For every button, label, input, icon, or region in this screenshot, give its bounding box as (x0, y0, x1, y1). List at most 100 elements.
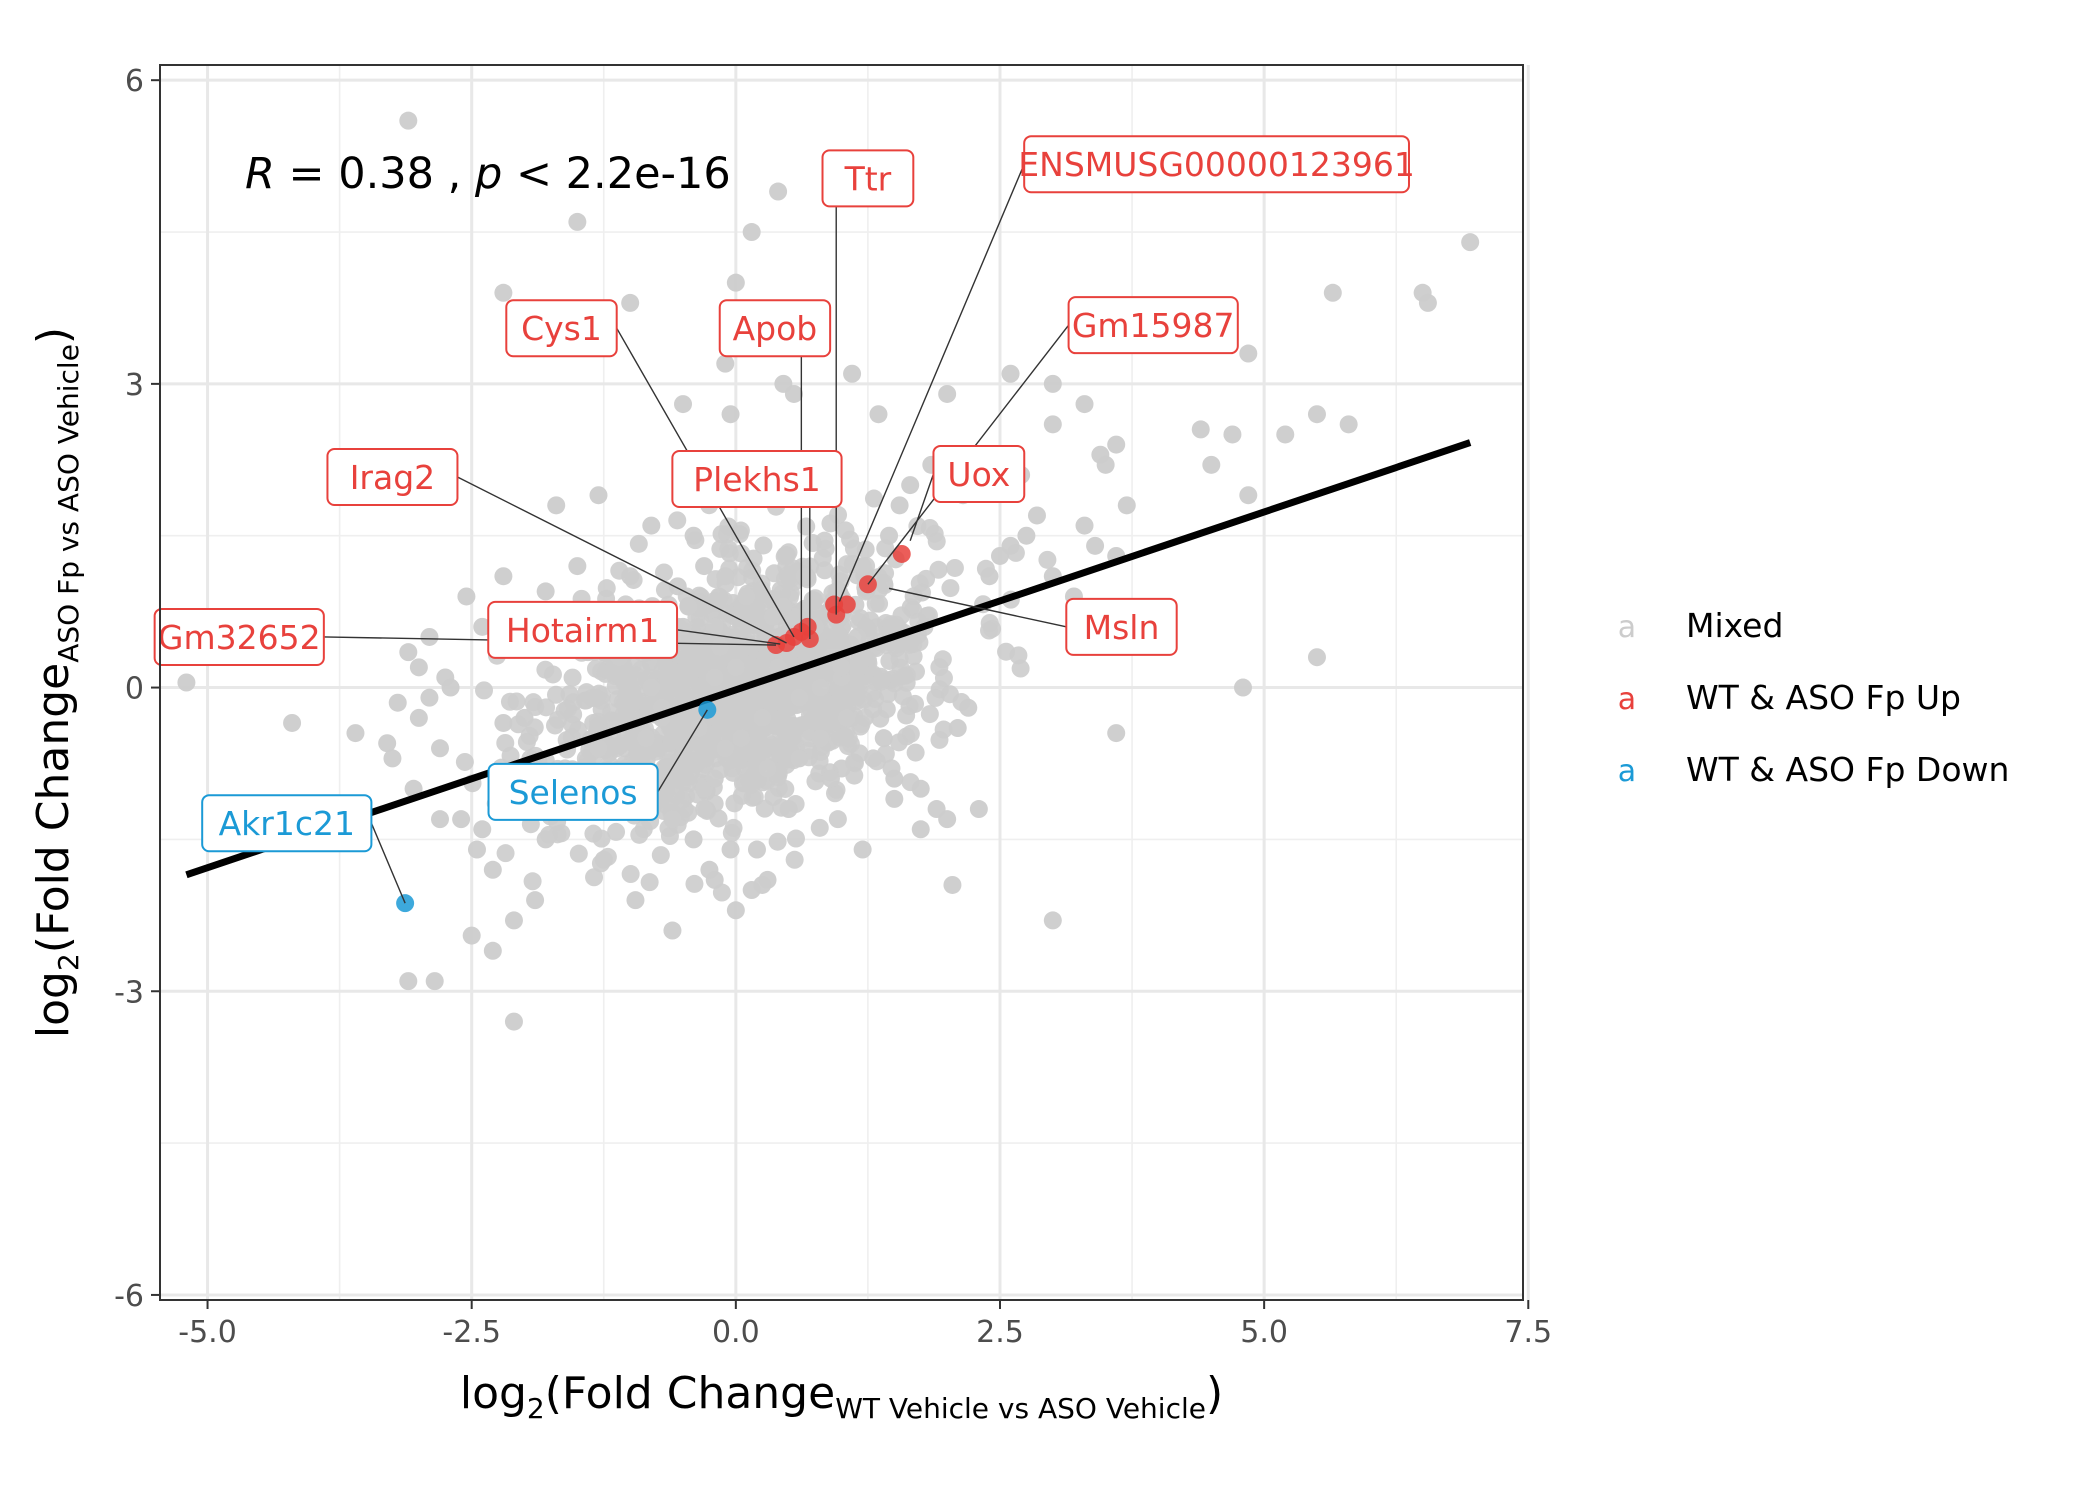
point-mixed (592, 829, 611, 848)
point-mixed (496, 844, 515, 863)
gene-label-box (487, 762, 659, 821)
point-mixed (621, 865, 640, 884)
point-mixed (716, 354, 735, 373)
point-mixed (853, 840, 872, 859)
point-mixed (742, 881, 761, 900)
point-mixed (705, 617, 724, 636)
point-mixed (568, 557, 587, 576)
gene-label-uox: Uox (932, 444, 1026, 503)
point-mixed (695, 800, 714, 819)
point-mixed (635, 692, 654, 711)
point-mixed (409, 658, 428, 677)
point-mixed (980, 613, 999, 632)
point-mixed (526, 891, 545, 910)
point-mixed (1043, 911, 1062, 930)
point-mixed (829, 505, 848, 524)
point-mixed (409, 708, 428, 727)
point-mixed (663, 921, 682, 940)
gene-label-text: Akr1c21 (219, 804, 355, 843)
point-mixed (473, 820, 492, 839)
point-mixed (721, 840, 740, 859)
point-mixed (383, 749, 402, 768)
legend-label: WT & ASO Fp Down (1686, 750, 2009, 789)
point-mixed (736, 700, 755, 719)
point-mixed (737, 587, 756, 606)
point-mixed (848, 627, 867, 646)
point-mixed (831, 572, 850, 591)
point-mixed (864, 489, 883, 508)
r-value: = 0.38 , (275, 149, 475, 199)
point-mixed (504, 911, 523, 930)
legend-key-glyph: a (1618, 682, 1636, 717)
point-mixed (726, 658, 745, 677)
gene-label-text: Hotairm1 (506, 611, 659, 650)
point-mixed (783, 716, 802, 735)
x-tick-label: -2.5 (442, 1315, 501, 1350)
point-mixed (692, 676, 711, 695)
point-mixed (781, 583, 800, 602)
point-mixed (778, 565, 797, 584)
point-mixed (843, 364, 862, 383)
leader-line (370, 822, 406, 904)
gene-label-text: Gm32652 (158, 618, 321, 657)
y-tick-label: -3 (114, 975, 144, 1010)
point-mixed (901, 476, 920, 495)
point-mixed (473, 617, 492, 636)
point-mixed (872, 672, 891, 691)
point-mixed (657, 758, 676, 777)
point-mixed (837, 555, 856, 574)
axis-title-subscript: ASO Fp vs ASO Vehicle (52, 344, 85, 663)
gene-label-text: Plekhs1 (693, 460, 821, 499)
point-mixed (626, 891, 645, 910)
point-mixed (629, 534, 648, 553)
point-mixed (430, 810, 449, 829)
point-mixed (674, 395, 693, 414)
point-mixed (733, 774, 752, 793)
gene-label-text: ENSMUSG00000123961 (1018, 145, 1415, 184)
point-mixed (1043, 374, 1062, 393)
point-mixed (839, 729, 858, 748)
point-mixed (828, 810, 847, 829)
point-mixed (890, 496, 909, 515)
legend-key-glyph: a (1618, 610, 1636, 645)
point-mixed (568, 212, 587, 231)
point-mixed (869, 405, 888, 424)
point-mixed (452, 810, 471, 829)
point-mixed (726, 901, 745, 920)
point-mixed (832, 658, 851, 677)
point-mixed (283, 713, 302, 732)
gene-label-apob: Apob (718, 299, 832, 358)
point-mixed (1107, 435, 1126, 454)
point-mixed (705, 668, 724, 687)
point-mixed (1043, 415, 1062, 434)
gene-label-box (821, 149, 915, 208)
point-mixed (630, 825, 649, 844)
point-mixed (827, 694, 846, 713)
point-mixed (769, 182, 788, 201)
point-mixed (622, 692, 641, 711)
point-mixed (722, 701, 741, 720)
point-mixed (811, 729, 830, 748)
axis-title-main: (Fold Change (545, 1368, 835, 1419)
point-mixed (457, 587, 476, 606)
point-mixed (420, 688, 439, 707)
point-mixed (494, 567, 513, 586)
point-mixed (665, 775, 684, 794)
point-mixed (399, 972, 418, 991)
point-mixed (927, 800, 946, 819)
point-mixed (721, 405, 740, 424)
gene-label-box (932, 444, 1026, 503)
gene-label-hotairm1: Hotairm1 (487, 600, 679, 659)
point-mixed (945, 558, 964, 577)
point-mixed (874, 729, 893, 748)
point-mixed (563, 668, 582, 687)
point-mixed (607, 822, 626, 841)
point-mixed (836, 521, 855, 540)
point-mixed (1307, 648, 1326, 667)
axis-title-close: ) (1206, 1368, 1223, 1419)
point-mixed (893, 687, 912, 706)
point-mixed (901, 598, 920, 617)
point-mixed (790, 749, 809, 768)
